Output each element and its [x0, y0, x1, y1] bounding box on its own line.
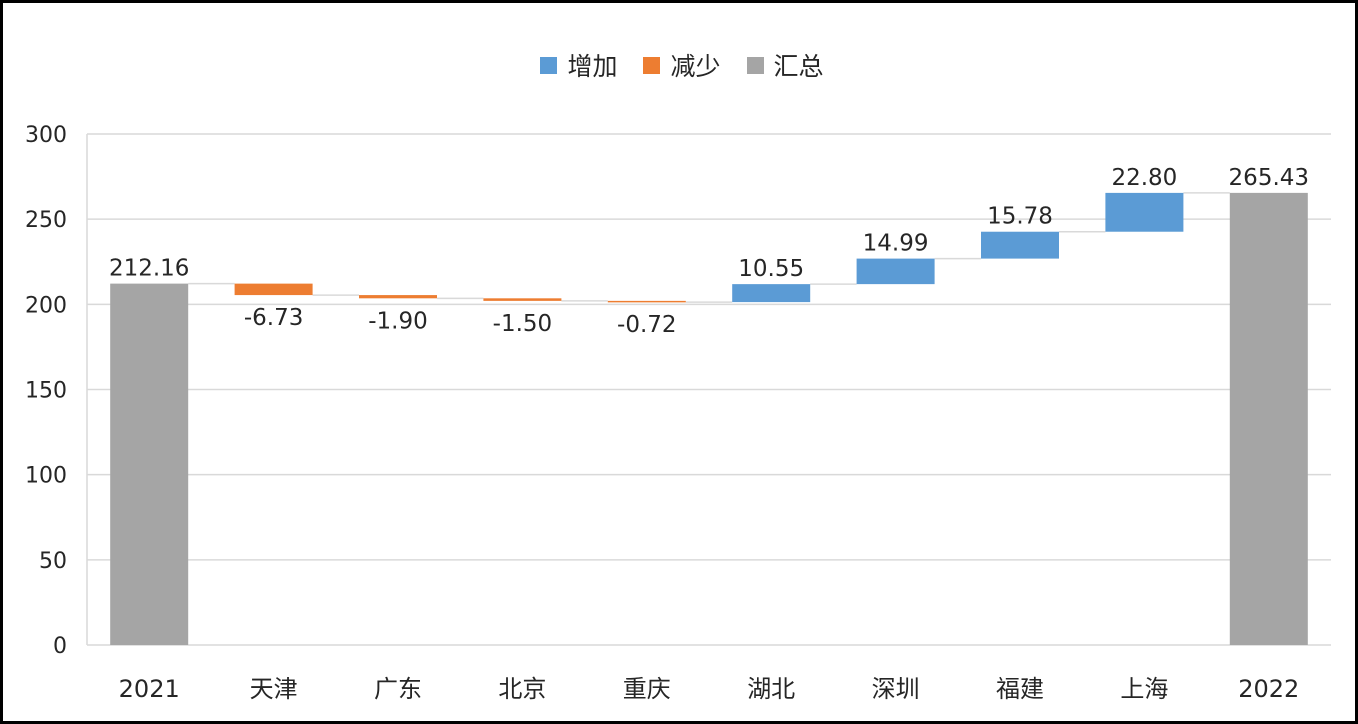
legend-label-decrease: 减少: [670, 52, 721, 81]
bar-increase: [1105, 192, 1184, 232]
x-tick-label: 福建: [996, 675, 1044, 703]
legend-swatch-decrease: [643, 56, 661, 74]
x-tick-label: 重庆: [623, 675, 671, 703]
y-tick-label: 200: [25, 293, 67, 318]
x-tick-label: 上海: [1120, 675, 1168, 703]
x-tick-label: 2021: [119, 675, 180, 703]
waterfall-chart: 0 50 100 150 200 250 300 212.16 2021 -6.73 天津 -1.90…: [25, 123, 1331, 703]
data-label: -1.90: [368, 308, 428, 334]
legend-swatch-increase: [540, 56, 558, 74]
x-tick-label: 湖北: [747, 675, 795, 703]
x-tick-label: 北京: [498, 675, 546, 703]
legend-item-decrease: 减少: [643, 47, 721, 83]
bar-increase: [856, 258, 935, 285]
y-tick-label: 250: [25, 208, 67, 233]
x-tick-label: 天津: [250, 675, 298, 703]
data-label: -1.50: [493, 311, 553, 337]
legend-swatch-total: [746, 56, 764, 74]
bar-decrease: [607, 300, 686, 303]
legend-label-total: 汇总: [773, 52, 824, 81]
data-label: 22.80: [1111, 165, 1177, 191]
x-tick-label: 深圳: [872, 675, 920, 703]
bar-total: [110, 283, 189, 645]
bar-decrease: [234, 283, 313, 296]
bar-total: [1229, 192, 1308, 646]
data-label: 14.99: [863, 231, 929, 257]
data-label: 265.43: [1229, 165, 1309, 191]
legend-label-increase: 增加: [567, 52, 618, 81]
data-label: 15.78: [987, 204, 1053, 230]
bar-increase: [732, 284, 811, 303]
chart-legend: 增加 减少 汇总: [3, 47, 1358, 83]
y-tick-label: 0: [53, 634, 67, 659]
bar-decrease: [483, 298, 562, 301]
y-tick-label: 150: [25, 379, 67, 404]
bar-increase: [981, 231, 1059, 259]
data-label: -0.72: [617, 312, 677, 338]
data-label: 10.55: [738, 256, 804, 282]
y-tick-label: 50: [39, 549, 67, 574]
data-label: 212.16: [109, 256, 189, 282]
x-tick-label: 2022: [1238, 675, 1299, 703]
y-tick-label: 100: [25, 464, 67, 489]
legend-item-increase: 增加: [540, 47, 617, 83]
y-tick-label: 300: [25, 123, 67, 148]
data-label: -6.73: [244, 305, 304, 331]
bar-decrease: [359, 295, 437, 299]
legend-item-total: 汇总: [746, 47, 824, 83]
x-tick-label: 广东: [374, 675, 422, 703]
